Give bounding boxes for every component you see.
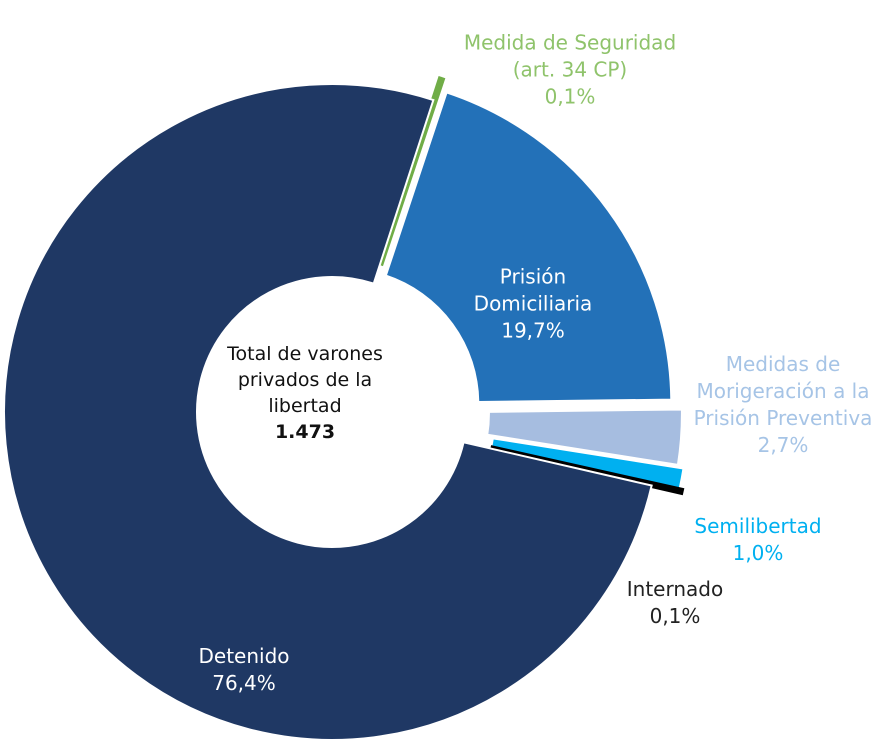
slice <box>486 408 683 467</box>
slice-label: Medidas de Morigeración a la Prisión Pre… <box>673 351 890 459</box>
slice-label: Detenido 76,4% <box>164 643 324 697</box>
slice-label: Semilibertad 1,0% <box>668 513 848 567</box>
value-label: 76,4% <box>212 671 276 695</box>
slice-label: Medida de Seguridad (art. 34 CP) 0,1% <box>450 30 690 111</box>
value-label: 19,7% <box>501 318 565 343</box>
category-label: Internado <box>626 577 724 601</box>
value-label: 0,1% <box>649 604 701 628</box>
center-text: Total de varones privados de la libertad… <box>205 341 405 445</box>
center-label: Total de varones privados de la libertad <box>227 343 383 417</box>
slice <box>384 91 673 404</box>
category-label: Prisión Domiciliaria <box>473 264 593 316</box>
value-label: 0,1% <box>544 84 596 109</box>
slice-label: Internado 0,1% <box>595 576 755 630</box>
category-label: Semilibertad <box>694 514 822 538</box>
category-label: Medidas de Morigeración a la Prisión Pre… <box>693 352 873 430</box>
total: 1.473 <box>274 421 336 443</box>
value-label: 2,7% <box>757 433 809 457</box>
value-label: 1,0% <box>732 541 784 565</box>
category-label: Detenido <box>198 644 290 668</box>
slice-label: Prisión Domiciliaria 19,7% <box>448 264 618 345</box>
category-label: Medida de Seguridad (art. 34 CP) <box>463 30 677 82</box>
